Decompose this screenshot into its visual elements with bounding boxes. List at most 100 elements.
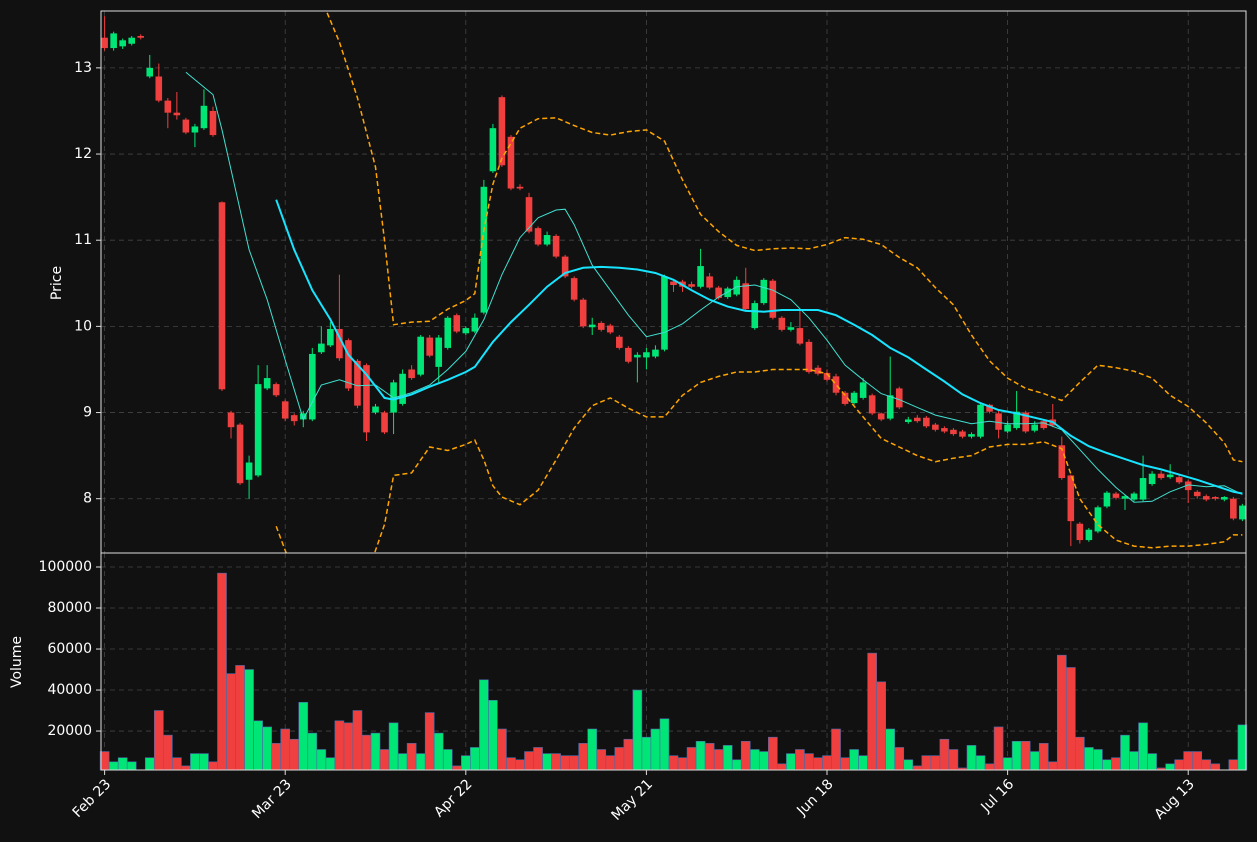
volume-bar	[587, 728, 598, 771]
volume-bar	[388, 722, 399, 771]
overlay-line	[325, 11, 1243, 463]
volume-bar	[813, 757, 823, 771]
volume-bar	[1056, 654, 1067, 771]
y-tick-label: 40000	[47, 682, 92, 698]
volume-bar	[334, 720, 345, 771]
candle-body	[480, 186, 488, 313]
volume-bar	[1120, 734, 1130, 771]
volume-bar	[424, 712, 435, 771]
volume-bar	[1020, 740, 1031, 771]
candle-body	[688, 284, 695, 287]
volume-bar	[1183, 751, 1194, 771]
candle-body	[1221, 496, 1228, 500]
candle-body	[1031, 424, 1038, 431]
volume-bar	[1210, 763, 1221, 771]
volume-bar	[659, 718, 670, 771]
candle-body	[1230, 498, 1237, 519]
volume-bar	[605, 755, 616, 771]
volume-bar	[506, 757, 516, 771]
volume-bar	[298, 702, 309, 771]
y-tick-label: 20000	[47, 723, 92, 739]
candle-body	[579, 299, 587, 327]
candle-body	[543, 235, 551, 245]
candle-body	[670, 281, 677, 286]
y-tick-label: 12	[74, 146, 92, 162]
candle-body	[643, 352, 650, 358]
candle-body	[489, 128, 497, 172]
volume-bar	[172, 757, 182, 771]
candle-body	[471, 317, 479, 332]
volume-bar	[569, 755, 579, 771]
candle-body	[309, 353, 316, 420]
candle-body	[968, 434, 975, 437]
candle-body	[209, 110, 217, 136]
volume-bar	[217, 572, 227, 771]
volume-bar	[479, 679, 489, 771]
candle-body	[399, 373, 406, 404]
volume-bar	[740, 740, 751, 771]
candle-body	[1166, 474, 1174, 478]
candle-body	[1130, 493, 1138, 500]
volume-bar	[370, 732, 381, 771]
candle-body	[995, 413, 1002, 430]
candle-body	[1067, 475, 1075, 522]
volume-bar	[316, 749, 327, 771]
volume-bar	[686, 747, 697, 771]
candle-body	[697, 266, 704, 287]
volume-bar	[758, 751, 769, 771]
volume-bar	[876, 681, 886, 771]
candle-body	[778, 317, 786, 330]
candle-body	[101, 37, 108, 49]
candle-body	[877, 413, 885, 420]
overlay-line	[185, 71, 1243, 503]
candle-body	[769, 280, 777, 318]
candle-body	[299, 413, 307, 420]
x-tick-label: Apr 22	[431, 776, 475, 820]
volume-bar	[713, 749, 724, 771]
volume-bar	[867, 652, 877, 771]
candle-body	[1157, 473, 1165, 479]
y-axis-label: Price	[49, 266, 65, 300]
candle-body	[941, 428, 948, 432]
volume-bar	[352, 710, 363, 771]
y-tick-label: 11	[74, 232, 92, 248]
candle-body	[534, 228, 542, 245]
volume-bar	[515, 759, 525, 771]
candle-body	[561, 256, 569, 277]
candle-body	[606, 325, 614, 333]
volume-bar	[795, 749, 805, 771]
volume-bar	[433, 732, 444, 771]
candle-body	[381, 412, 388, 433]
volume-bar	[406, 743, 417, 771]
volume-bar	[379, 749, 390, 771]
y-tick-label: 10	[74, 318, 92, 334]
volume-bar	[108, 761, 119, 771]
x-tick-label: Jul 16	[978, 776, 1018, 816]
volume-bar	[1066, 667, 1076, 771]
candle-body	[200, 105, 208, 129]
candle-body	[1211, 496, 1219, 499]
candle-body	[254, 384, 262, 476]
overlay-line	[275, 199, 1243, 495]
candle-body	[796, 328, 804, 344]
volume-bar	[1111, 757, 1121, 771]
volume-bar	[1165, 763, 1175, 771]
volume-bar	[849, 749, 859, 771]
candle-body	[787, 327, 795, 330]
candle-body	[363, 365, 370, 433]
candle-body	[417, 336, 424, 375]
y-tick-label: 9	[83, 405, 92, 421]
x-tick-label: Aug 13	[1151, 776, 1197, 822]
candle-body	[1058, 445, 1066, 479]
candle-body	[1013, 411, 1020, 429]
candle-body	[435, 337, 443, 367]
volume-bar	[1129, 751, 1139, 771]
candle-body	[904, 419, 912, 423]
candle-body	[182, 119, 190, 133]
volume-plot	[99, 572, 1248, 771]
volume-bar	[885, 728, 896, 771]
volume-bar	[253, 720, 263, 771]
candle-body	[290, 415, 298, 422]
candle-body	[886, 395, 894, 419]
candle-body	[137, 35, 145, 38]
